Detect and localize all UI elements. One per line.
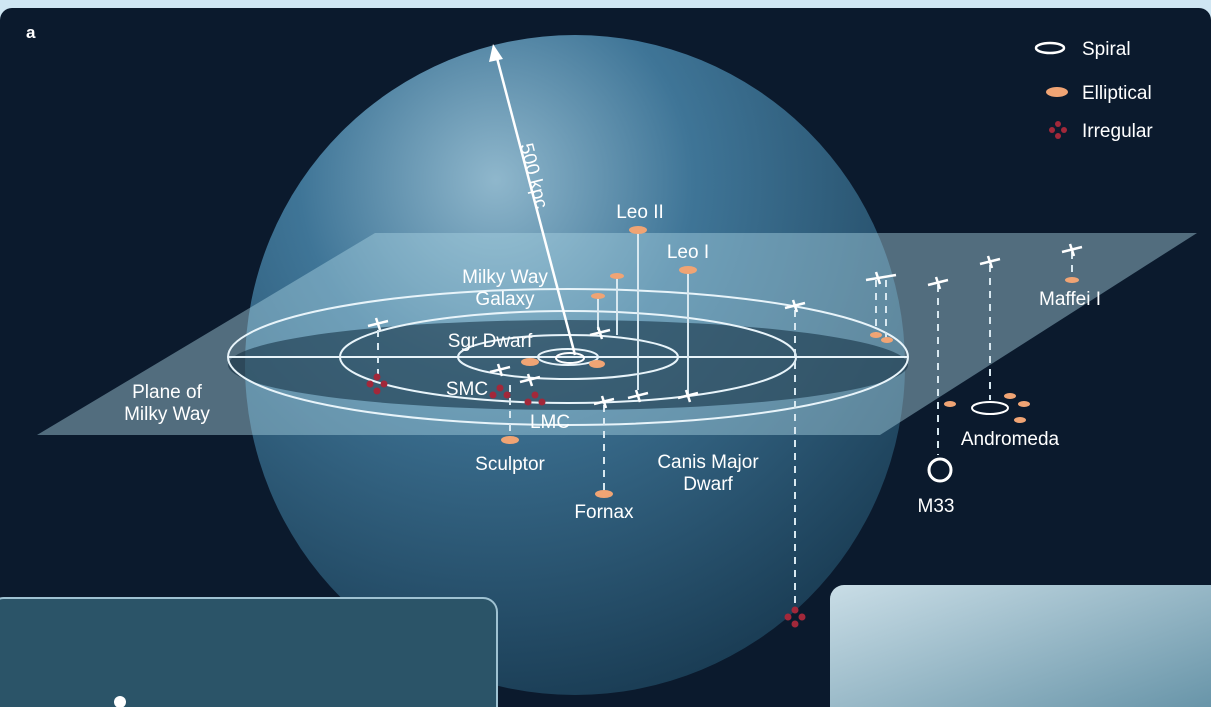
object-label: Fornax [574,502,634,523]
label-line: Sgr Dwarf [448,331,533,352]
orbits [227,288,909,426]
object-label: Andromeda [961,429,1060,450]
irregular-markers [366,373,806,628]
label-line: SMC [446,379,488,400]
label-line: Fornax [574,502,634,523]
label-line: Milky Way [462,267,548,288]
legend-elliptical [1046,87,1068,97]
label-line: Galaxy [475,289,535,310]
andromeda-spiral [971,401,1009,415]
label-line: Andromeda [961,429,1060,450]
spacecraft-markers [367,243,1083,409]
object-label: Canis Major Dwarf [657,452,759,495]
label-line: Sculptor [475,454,545,475]
label-line: Leo II [616,202,664,223]
legend-label: Elliptical [1082,83,1152,104]
panel-label: a [26,23,36,42]
legend-label: Irregular [1082,121,1153,142]
label-line: Leo I [667,242,709,263]
connectors [377,232,1073,605]
object-label: M33 [918,496,955,517]
label-line: Dwarf [683,474,733,495]
object-label: SMC [446,379,488,400]
label-line: Plane of [132,382,202,403]
m33-spiral [927,457,953,483]
legend-irregular [1049,121,1067,139]
arrow-head [489,44,503,62]
label-line: Milky Way [124,404,210,425]
object-label: Maffei I [1039,289,1101,310]
label-line: LMC [530,412,570,433]
inset-left [0,597,498,707]
elliptical-markers [501,226,1079,498]
label-line: M33 [918,496,955,517]
object-label: Milky Way Galaxy [462,267,548,310]
object-label: Leo II [616,202,664,223]
inset-dot [114,696,126,707]
object-label: Sgr Dwarf [448,331,533,352]
legend-label: Spiral [1082,39,1131,60]
radius-arrow [495,57,577,356]
object-label: Plane of Milky Way [124,382,210,425]
object-label: Leo I [667,242,709,263]
object-label: LMC [530,412,570,433]
object-label: Sculptor [475,454,545,475]
legend-spiral [1034,41,1066,55]
milky-way-spiral [555,352,585,364]
label-line: Maffei I [1039,289,1101,310]
inset-right [830,585,1211,707]
label-line: Canis Major [657,452,759,473]
